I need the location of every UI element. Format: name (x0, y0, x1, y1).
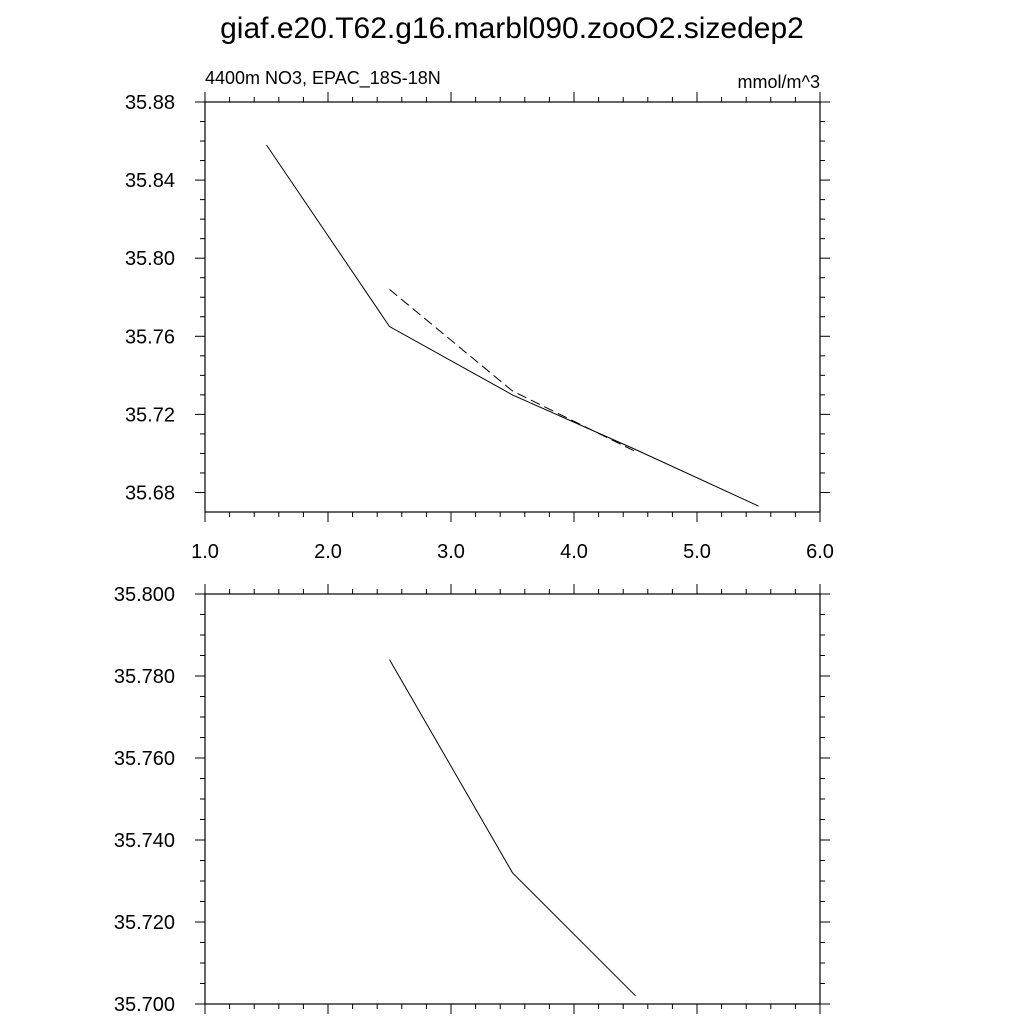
top-series-line-1-solid (266, 144, 759, 507)
top-series-line-2-dashed (389, 289, 636, 452)
y-tick-label: 35.780 (114, 666, 175, 688)
y-tick-label: 35.760 (114, 748, 175, 770)
chart-title: giaf.e20.T62.g16.marbl090.zooO2.sizedep2 (220, 12, 804, 45)
bottom-plot-frame (204, 593, 821, 1005)
y-tick-label: 35.800 (114, 584, 175, 606)
top-plot-panel: 35.68 35.72 35.76 35.80 35.84 35.88 1.0 2.0 3.0 4… (125, 68, 834, 563)
bottom-plot-panel: 35.700 35.720 35.740 35.760 35.780 35.800 (114, 584, 830, 1016)
y-tick-label: 35.72 (125, 404, 175, 426)
y-tick-label: 35.88 (125, 92, 175, 114)
x-tick-label: 4.0 (560, 541, 588, 563)
y-tick-label: 35.80 (125, 248, 175, 270)
x-tick-label: 1.0 (191, 541, 219, 563)
x-tick-label: 6.0 (806, 541, 834, 563)
bottom-series-line-1-solid (389, 659, 636, 997)
x-tick-label: 2.0 (314, 541, 342, 563)
y-tick-label: 35.84 (125, 170, 175, 192)
x-tick-label: 3.0 (437, 541, 465, 563)
panel-left-label: 4400m NO3, EPAC_18S-18N (205, 68, 441, 89)
panel-units-label: mmol/m^3 (738, 72, 820, 92)
y-tick-label: 35.740 (114, 830, 175, 852)
top-plot-frame (204, 101, 821, 513)
y-tick-label: 35.76 (125, 326, 175, 348)
x-tick-label: 5.0 (683, 541, 711, 563)
y-tick-label: 35.700 (114, 994, 175, 1016)
y-tick-label: 35.68 (125, 482, 175, 504)
y-tick-label: 35.720 (114, 912, 175, 934)
